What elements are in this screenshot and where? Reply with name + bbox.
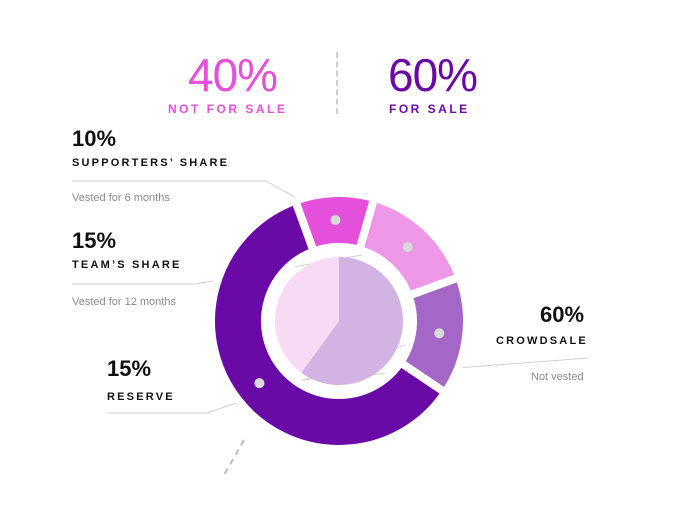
dot-crowdsale (254, 378, 265, 389)
crowdsale-label: CROWDSALE (496, 335, 588, 347)
dashed-pointer-line (223, 439, 245, 476)
supporters-share-label: SUPPORTERS’ SHARE (72, 157, 230, 169)
segment-dots (254, 215, 445, 389)
not-for-sale-label: NOT FOR SALE (168, 102, 288, 116)
team-share-label: TEAM’S SHARE (72, 259, 182, 271)
inner-slice-for-sale (301, 257, 403, 385)
for-sale-label: FOR SALE (389, 102, 470, 116)
dot-supporters-share (330, 215, 341, 226)
reserve-percent: 15% (107, 356, 152, 381)
dot-reserve (434, 328, 445, 339)
slice-crowdsale (207, 195, 451, 453)
for-sale-percent: 60% (388, 49, 478, 101)
crowdsale-percent: 60% (540, 302, 585, 327)
crowdsale-note: Not vested (531, 371, 584, 383)
reserve-label: RESERVE (107, 391, 175, 403)
inner-ring (274, 257, 403, 385)
dot-team-share (402, 242, 413, 253)
team-share-note: Vested for 12 months (72, 296, 176, 308)
not-for-sale-percent: 40% (188, 49, 278, 101)
supporters-share-note: Vested for 6 months (72, 192, 170, 204)
supporters-share-percent: 10% (72, 126, 117, 151)
inner-slice-not-for-sale (274, 257, 339, 373)
team-share-percent: 15% (72, 228, 117, 253)
header-divider (336, 52, 338, 114)
